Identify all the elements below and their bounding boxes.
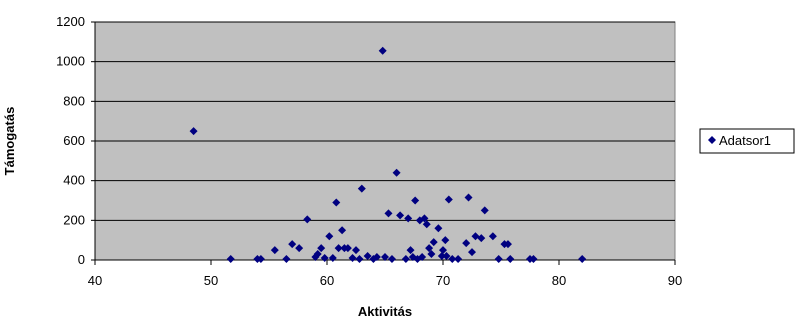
data-point <box>313 250 322 259</box>
data-point <box>434 224 443 233</box>
data-point <box>332 198 341 207</box>
legend-label-adatsor1: Adatsor1 <box>719 133 771 148</box>
data-point <box>503 240 512 249</box>
data-point <box>320 254 329 263</box>
data-point <box>372 253 381 262</box>
data-point <box>439 246 447 255</box>
data-point <box>387 255 396 264</box>
data-point <box>226 255 235 264</box>
data-point <box>338 226 347 235</box>
data-point <box>256 255 265 264</box>
data-point <box>406 246 415 255</box>
y-tick-label: 400 <box>63 173 85 188</box>
data-point <box>288 240 297 249</box>
data-point <box>357 184 366 193</box>
data-point <box>454 255 463 264</box>
data-point <box>378 46 387 55</box>
data-point <box>441 236 450 245</box>
x-tick-label: 80 <box>552 273 566 288</box>
y-tick-label: 0 <box>78 252 85 267</box>
data-point <box>578 255 587 264</box>
data-point <box>488 232 497 241</box>
data-point <box>282 255 291 264</box>
data-point <box>384 209 393 218</box>
data-point <box>348 254 357 263</box>
data-point <box>429 238 438 247</box>
data-point <box>317 244 326 253</box>
legend-marker-diamond <box>708 136 716 144</box>
data-point <box>355 255 364 264</box>
data-point <box>477 234 486 243</box>
data-point <box>352 246 360 255</box>
data-point <box>448 255 457 264</box>
data-point <box>328 254 337 263</box>
data-point <box>404 214 413 223</box>
data-point <box>427 250 436 259</box>
legend: Adatsor1 <box>699 128 795 154</box>
y-tick-label: 800 <box>63 93 85 108</box>
data-point <box>401 255 410 264</box>
data-point <box>381 253 389 262</box>
data-point <box>480 206 489 215</box>
x-tick-label: 70 <box>436 273 450 288</box>
data-point <box>442 252 451 261</box>
x-tick-label: 50 <box>204 273 218 288</box>
data-point <box>325 232 334 241</box>
data-point <box>444 195 453 204</box>
y-axis-ticks: 0 200 400 600 800 1000 1200 <box>56 14 96 267</box>
data-point <box>425 244 434 253</box>
data-point <box>334 244 343 253</box>
legend-box <box>699 128 795 154</box>
data-point <box>392 168 401 177</box>
data-point <box>411 196 420 205</box>
y-tick-label: 600 <box>63 133 85 148</box>
data-point <box>462 239 471 248</box>
x-axis-title: Aktivitás <box>358 304 412 319</box>
data-point <box>529 255 538 264</box>
x-axis-ticks: 40 50 60 70 80 90 <box>88 259 682 288</box>
data-point <box>464 193 473 202</box>
data-point <box>420 214 429 223</box>
x-tick-label: 90 <box>668 273 682 288</box>
data-points <box>189 46 587 264</box>
data-point <box>295 244 304 253</box>
data-point <box>494 255 503 264</box>
data-point <box>363 252 372 261</box>
y-tick-label: 200 <box>63 212 85 227</box>
x-tick-label: 40 <box>88 273 102 288</box>
data-point <box>396 211 405 220</box>
x-tick-label: 60 <box>320 273 334 288</box>
data-point <box>437 252 446 261</box>
data-point <box>468 248 476 257</box>
data-point <box>303 215 312 224</box>
y-axis-title: Támogatás <box>2 107 17 176</box>
data-point <box>270 246 279 255</box>
y-tick-label: 1200 <box>56 14 85 29</box>
y-tick-label: 1000 <box>56 54 85 69</box>
data-point <box>189 127 198 136</box>
data-point <box>418 253 427 262</box>
data-point <box>422 220 431 229</box>
data-point <box>343 244 352 253</box>
data-point <box>506 255 515 264</box>
